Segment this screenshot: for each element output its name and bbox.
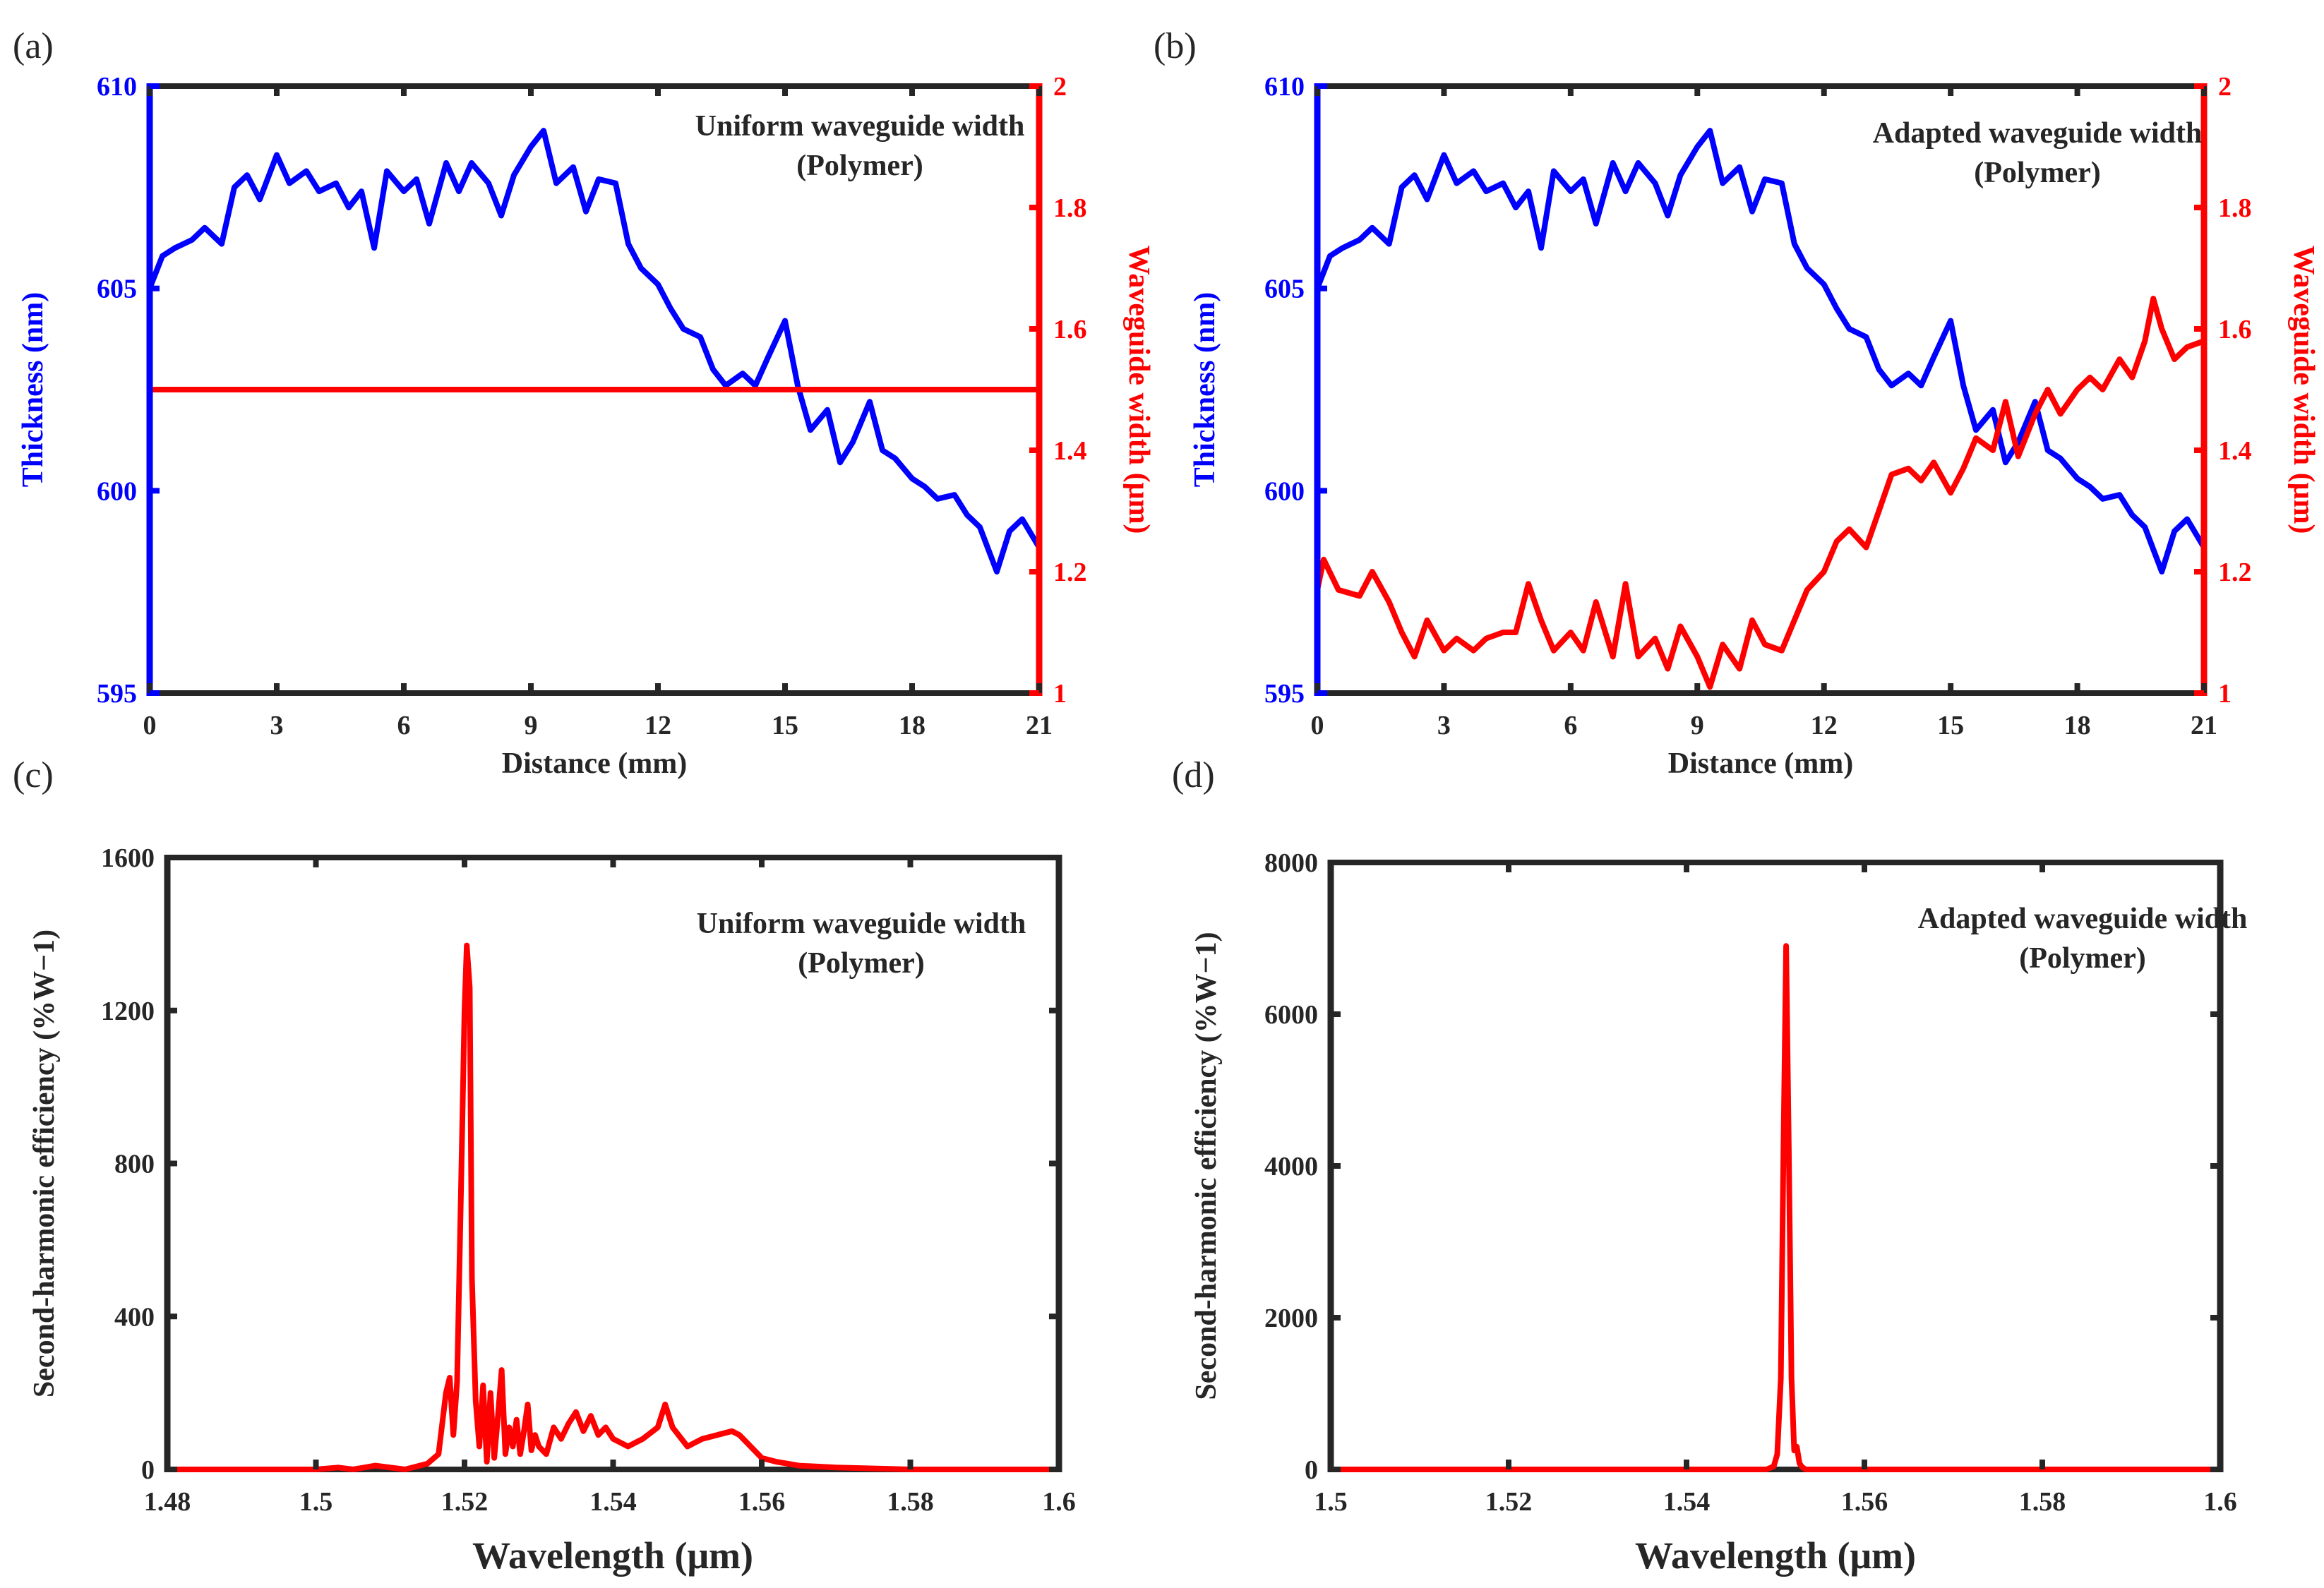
- y-tick-label: 605: [97, 275, 137, 304]
- x-tick-label: 0: [143, 711, 157, 740]
- x-tick-label: 12: [645, 711, 671, 740]
- y-tick-label: 1200: [101, 997, 155, 1026]
- x-tick-label: 1.56: [738, 1487, 786, 1517]
- x-tick-label: 0: [1311, 711, 1324, 740]
- y2-tick-label: 1.6: [1053, 315, 1087, 344]
- y2-tick-label: 1.2: [1053, 558, 1087, 587]
- x-axis-label: Distance (mm): [1668, 747, 1853, 780]
- y2-tick-label: 1: [1053, 679, 1067, 709]
- y2-tick-label: 2: [1053, 72, 1067, 102]
- y-axis-label: Thickness (nm): [17, 292, 49, 488]
- y-tick-label: 800: [114, 1150, 155, 1179]
- x-tick-label: 1.6: [1042, 1487, 1076, 1517]
- panel-b: 0 3 6 9 12 15 18 21 595 600 605 610 1 1.2 1.4 1.6 1.8 2 Di…: [1154, 26, 2320, 780]
- x-tick-label: 21: [2191, 711, 2217, 740]
- panel-a: 0 3 6 9 12 15 18 21 595 600 605 610 1 1.2 1.4 1.6 1.8 2 Di…: [13, 26, 1155, 780]
- y2-tick-label: 1.8: [2218, 193, 2252, 223]
- y2-tick-label: 1.2: [2218, 558, 2252, 587]
- x-axis-label: Wavelength (μm): [1635, 1534, 1916, 1577]
- x-tick-label: 1.52: [441, 1487, 489, 1517]
- panel-label: (a): [13, 26, 54, 66]
- x-tick-label: 15: [1937, 711, 1964, 740]
- y-axis-label: Second-harmonic efficiency (%W−1): [1190, 932, 1223, 1400]
- y-tick-label: 1600: [101, 843, 155, 873]
- x-tick-label: 1.56: [1841, 1487, 1888, 1517]
- panel-d: 1.5 1.52 1.54 1.56 1.58 1.6 0 2000 4000 6000 8000 W…: [1172, 755, 2247, 1577]
- y-tick-label: 0: [141, 1455, 155, 1485]
- annotation-line: (Polymer): [796, 150, 923, 182]
- x-tick-label: 18: [2064, 711, 2091, 740]
- x-tick-label: 1.54: [589, 1487, 637, 1517]
- y-tick-label: 595: [97, 679, 137, 709]
- y-axis-label: Thickness (nm): [1189, 292, 1221, 488]
- x-tick-label: 9: [1691, 711, 1704, 740]
- y2-tick-label: 1.8: [1053, 193, 1087, 223]
- series-thickness: [1314, 128, 2207, 575]
- x-tick-label: 1.58: [2019, 1487, 2066, 1517]
- x-tick-label: 6: [1564, 711, 1577, 740]
- x-tick-label: 15: [772, 711, 798, 740]
- annotation-line: Uniform waveguide width: [695, 110, 1025, 143]
- x-tick-label: 1.6: [2203, 1487, 2237, 1517]
- x-axis-label: Wavelength (μm): [472, 1534, 753, 1577]
- y2-axis-label: Waveguide width (μm): [1122, 246, 1155, 534]
- annotation-line: (Polymer): [1974, 157, 2101, 189]
- y-tick-label: 600: [1264, 476, 1305, 506]
- x-tick-label: 21: [1026, 711, 1053, 740]
- panel-label: (b): [1154, 26, 1197, 66]
- x-tick-label: 3: [270, 711, 284, 740]
- annotation-line: Adapted waveguide width: [1873, 117, 2203, 150]
- y-tick-label: 400: [114, 1302, 155, 1332]
- x-tick-label: 1.58: [887, 1487, 934, 1517]
- x-tick-label: 1.52: [1485, 1487, 1533, 1517]
- y2-tick-label: 1.4: [1053, 436, 1087, 466]
- y-tick-label: 2000: [1264, 1304, 1318, 1333]
- y2-tick-label: 1: [2218, 679, 2232, 709]
- y-axis-label: Second-harmonic efficiency (%W−1): [28, 930, 61, 1397]
- series-thickness: [147, 128, 1042, 575]
- annotation-line: (Polymer): [2019, 942, 2146, 975]
- x-tick-label: 12: [1811, 711, 1838, 740]
- x-axis-label: Distance (mm): [502, 747, 687, 780]
- panel-c: 1.48 1.5 1.52 1.54 1.56 1.58 1.6 0 400 800 1200 160…: [13, 755, 1076, 1577]
- series-sh-efficiency: [1328, 943, 2223, 1472]
- annotation-line: (Polymer): [798, 947, 925, 980]
- y-tick-label: 595: [1264, 679, 1305, 709]
- x-tick-label: 1.5: [299, 1487, 333, 1517]
- series-sh-efficiency: [164, 942, 1062, 1472]
- x-tick-label: 9: [525, 711, 538, 740]
- annotation-line: Adapted waveguide width: [1918, 903, 2248, 935]
- panel-label: (c): [13, 755, 54, 795]
- annotation-line: Uniform waveguide width: [697, 908, 1026, 940]
- y-tick-label: 0: [1305, 1455, 1318, 1485]
- y-tick-label: 6000: [1264, 1000, 1318, 1030]
- x-tick-label: 3: [1437, 711, 1451, 740]
- x-tick-label: 1.5: [1314, 1487, 1348, 1517]
- y-tick-label: 605: [1264, 275, 1305, 304]
- series-waveguide-width: [1314, 296, 2207, 690]
- x-tick-label: 1.48: [144, 1487, 191, 1517]
- x-tick-label: 6: [397, 711, 411, 740]
- x-tick-label: 18: [899, 711, 926, 740]
- y-tick-label: 4000: [1264, 1152, 1318, 1181]
- y-tick-label: 610: [1264, 72, 1305, 102]
- panel-label: (d): [1172, 755, 1215, 795]
- y2-axis-label: Waveguide width (μm): [2287, 246, 2320, 534]
- x-tick-label: 1.54: [1663, 1487, 1711, 1517]
- y-tick-label: 600: [97, 476, 137, 506]
- y-tick-label: 8000: [1264, 848, 1318, 878]
- y2-tick-label: 1.6: [2218, 315, 2252, 344]
- y2-tick-label: 2: [2218, 72, 2232, 102]
- y2-tick-label: 1.4: [2218, 436, 2252, 466]
- y-tick-label: 610: [97, 72, 137, 102]
